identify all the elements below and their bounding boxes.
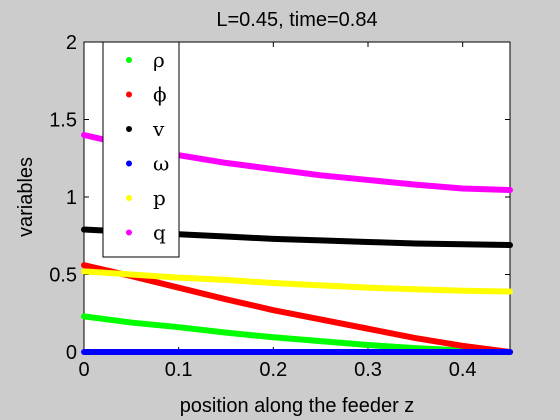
- y-tick-label: 0: [66, 342, 77, 364]
- y-axis-label: variables: [15, 157, 37, 237]
- chart-title: L=0.45, time=0.84: [216, 9, 377, 31]
- legend-marker: [126, 160, 132, 167]
- y-tick-label: 0.5: [49, 265, 77, 287]
- y-tick-label: 1.5: [49, 110, 77, 132]
- x-tick-label: 0.1: [165, 359, 193, 381]
- x-axis-label: position along the feeder z: [180, 395, 415, 417]
- series-line-4: [81, 268, 513, 295]
- x-tick-label: 0.3: [354, 359, 382, 381]
- legend-marker: [126, 57, 132, 63]
- legend-marker: [126, 229, 132, 236]
- legend-label: p: [153, 186, 166, 210]
- legend-label: q: [153, 221, 166, 245]
- x-tick-label: 0.2: [259, 359, 287, 381]
- x-tick-label: 0.4: [449, 359, 477, 381]
- legend-label: v: [152, 117, 165, 141]
- x-tick-label: 0: [78, 359, 89, 381]
- legend-label: ϕ: [153, 83, 167, 107]
- axes: 0 0.1 0.2 0.3 0.4 0 0.5 1 1.5 2: [49, 32, 510, 381]
- legend-box: [102, 41, 180, 258]
- series-line-1: [81, 262, 513, 355]
- legend-marker: [126, 195, 132, 201]
- legend-label: ω: [153, 152, 169, 176]
- legend-marker: [126, 91, 132, 98]
- y-tick-label: 1: [66, 187, 77, 209]
- legend-label: ρ: [153, 48, 165, 72]
- legend-marker: [126, 126, 132, 132]
- y-tick-label: 2: [66, 32, 77, 54]
